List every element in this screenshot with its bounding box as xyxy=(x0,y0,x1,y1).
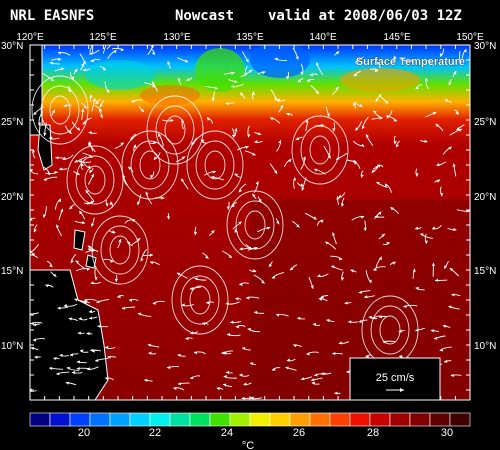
colorbar-cell xyxy=(409,412,431,427)
longitude-labels: 120°E 125°E 130°E 135°E 140°E 145°E 150°… xyxy=(16,32,484,43)
lon-label: 150°E xyxy=(456,32,484,43)
colorbar-unit: °C xyxy=(242,440,254,450)
lon-label: 135°E xyxy=(236,32,264,43)
colorbar-tick-label: 26 xyxy=(293,427,305,439)
colorbar-tick-label: 30 xyxy=(441,427,453,439)
header-run-type: Nowcast xyxy=(175,8,235,24)
colorbar-cell xyxy=(369,412,391,427)
lat-label: 20°N xyxy=(1,192,23,203)
colorbar-tick-label: 28 xyxy=(367,427,379,439)
colorbar-tick-label: 24 xyxy=(221,427,233,439)
colorbar xyxy=(29,412,471,427)
lat-label: 30°N xyxy=(1,41,23,52)
vector-legend-label: 25 cm/s xyxy=(376,372,415,384)
colorbar-cell xyxy=(189,412,211,427)
colorbar-labels: 20 22 24 26 28 30 °C xyxy=(78,427,453,450)
colorbar-cell xyxy=(229,412,251,427)
colorbar-cell xyxy=(349,412,371,427)
lon-label: 145°E xyxy=(383,32,411,43)
colorbar-cell xyxy=(169,412,191,427)
header-valid-time: valid at 2008/06/03 12Z xyxy=(268,8,462,24)
colorbar-cell xyxy=(249,412,271,427)
lon-label: 130°E xyxy=(163,32,191,43)
colorbar-cell xyxy=(309,412,331,427)
lat-label: 30°N xyxy=(474,41,496,52)
colorbar-cell xyxy=(49,412,71,427)
colorbar-cell xyxy=(429,412,451,427)
lat-label: 10°N xyxy=(474,341,496,352)
colorbar-tick-label: 22 xyxy=(149,427,161,439)
colorbar-cell xyxy=(449,412,471,427)
field-label: Surface Temperature xyxy=(356,56,465,68)
lon-label: 120°E xyxy=(16,32,44,43)
landmass xyxy=(29,44,109,401)
colorbar-tick-label: 20 xyxy=(78,427,90,439)
lat-label: 15°N xyxy=(1,266,23,277)
colorbar-cell xyxy=(109,412,131,427)
lon-label: 125°E xyxy=(89,32,117,43)
colorbar-cell xyxy=(269,412,291,427)
lat-label: 10°N xyxy=(1,341,23,352)
current-streamlines xyxy=(30,45,470,400)
colorbar-cell xyxy=(149,412,171,427)
colorbar-cell xyxy=(69,412,91,427)
colorbar-cell xyxy=(389,412,411,427)
colorbar-cell xyxy=(129,412,151,427)
lat-label: 25°N xyxy=(474,117,496,128)
colorbar-cell xyxy=(209,412,231,427)
lat-label: 20°N xyxy=(474,192,496,203)
arrowhead-icon xyxy=(400,388,404,392)
colorbar-cell xyxy=(329,412,351,427)
latitude-labels-right: 30°N 25°N 20°N 15°N 10°N xyxy=(474,41,496,352)
colorbar-cell xyxy=(29,412,51,427)
vector-legend: 25 cm/s xyxy=(349,357,441,401)
header-product: NRL EASNFS xyxy=(10,8,95,24)
lat-label: 25°N xyxy=(1,117,23,128)
lon-label: 140°E xyxy=(309,32,337,43)
colorbar-cell xyxy=(289,412,311,427)
lat-label: 15°N xyxy=(474,266,496,277)
latitude-labels-left: 30°N 25°N 20°N 15°N 10°N xyxy=(1,41,23,352)
colorbar-cell xyxy=(89,412,111,427)
